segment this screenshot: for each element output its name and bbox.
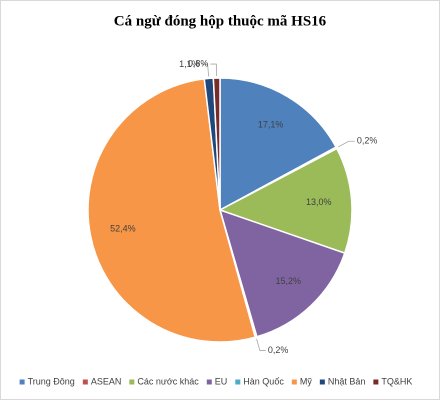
data-label: 13,0%	[306, 197, 332, 207]
legend-swatch	[206, 379, 212, 385]
data-label: 17,1%	[258, 119, 284, 129]
legend-swatch	[291, 379, 297, 385]
data-label: 52,4%	[110, 224, 136, 234]
data-label: 0,8%	[188, 58, 209, 68]
legend-swatch	[129, 379, 135, 385]
data-label: 0,2%	[268, 345, 289, 355]
legend-label: ASEAN	[91, 376, 122, 386]
data-label: 1,1%	[179, 59, 200, 69]
pie-slice	[218, 208, 346, 338]
legend-label: Các nước khác	[137, 376, 199, 386]
data-label: 0,2%	[357, 136, 378, 146]
legend-label: EU	[215, 376, 228, 386]
pie-slice	[87, 78, 257, 343]
legend-label: Mỹ	[300, 376, 312, 386]
legend-swatch	[19, 379, 25, 385]
legend-swatch	[319, 379, 325, 385]
legend-label: TQ&HK	[381, 376, 412, 386]
legend-swatch	[373, 379, 379, 385]
data-label: 15,2%	[275, 276, 301, 286]
pie-slice	[218, 147, 353, 255]
pie-slice	[219, 77, 338, 212]
leader-line	[256, 338, 266, 351]
legend-label: Hàn Quốc	[243, 376, 284, 386]
pie-slice	[212, 77, 221, 211]
legend-label: Nhật Bản	[328, 376, 366, 386]
leader-line	[201, 64, 210, 77]
legend-swatch	[82, 379, 88, 385]
leader-line	[338, 140, 355, 148]
legend-label: Trung Đông	[28, 376, 75, 386]
legend-swatch	[235, 379, 241, 385]
chart-title: Cá ngừ đóng hộp thuộc mã HS16	[114, 13, 327, 29]
leader-line	[210, 63, 218, 77]
